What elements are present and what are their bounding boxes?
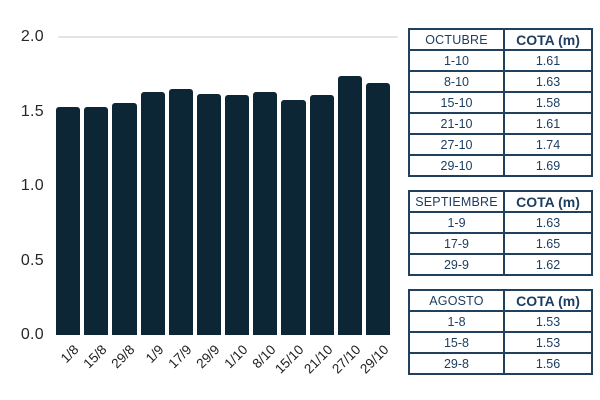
y-tick-label: 1.5 (20, 102, 44, 120)
date-cell: 1-8 (408, 310, 505, 333)
plot-area (56, 36, 398, 335)
date-cell: 15-8 (408, 331, 505, 354)
date-cell: 29-8 (408, 352, 505, 375)
cota-header: COTA (m) (503, 190, 593, 213)
table-row: 8-10 1.63 (408, 70, 593, 93)
cota-value-cell: 1.53 (503, 310, 593, 333)
date-cell: 29-9 (408, 253, 505, 276)
y-tick-label: 2.0 (20, 28, 44, 45)
cota-bar-chart: 0.0 0.5 1.0 1.5 2.0 1/8 15/8 29/8 1/9 17/9 29/9 1/… (0, 28, 398, 400)
bar-1-10 (225, 95, 250, 335)
bar-29-9 (196, 93, 222, 335)
cota-value-cell: 1.61 (503, 112, 593, 135)
y-axis: 0.0 0.5 1.0 1.5 2.0 (0, 28, 46, 343)
bar-21-10 (309, 95, 334, 335)
month-header: AGOSTO (408, 289, 505, 312)
month-header: OCTUBRE (408, 28, 505, 51)
cota-value-cell: 1.63 (503, 70, 593, 93)
table-row: 1-9 1.63 (408, 211, 593, 234)
cota-value-cell: 1.58 (503, 91, 593, 114)
bar-17-9 (168, 89, 193, 335)
cota-value-cell: 1.65 (503, 232, 593, 255)
table-row: 21-10 1.61 (408, 112, 593, 135)
table-septiembre: SEPTIEMBRE COTA (m) 1-9 1.63 17-9 1.65 29-9 1.6… (408, 190, 593, 276)
y-tick-label: 0.5 (20, 251, 44, 269)
gridline (58, 36, 398, 38)
tables: OCTUBRE COTA (m) 1-10 1.61 8-10 1.63 15-10 1.58… (408, 28, 593, 388)
cota-value-cell: 1.56 (503, 352, 593, 375)
table-row: 15-8 1.53 (408, 331, 593, 354)
bar-27-10 (337, 75, 362, 335)
bar-1-8 (56, 107, 81, 335)
bar-15-10 (281, 99, 306, 335)
date-cell: 17-9 (408, 232, 505, 255)
table-row: 29-10 1.69 (408, 154, 593, 177)
table-row: 29-9 1.62 (408, 253, 593, 276)
table-row: 29-8 1.56 (408, 352, 593, 375)
y-tick-label: 0.0 (20, 326, 44, 343)
date-cell: 8-10 (408, 70, 505, 93)
date-cell: 27-10 (408, 133, 505, 156)
table-header-row: OCTUBRE COTA (m) (408, 28, 593, 51)
cota-header: COTA (m) (503, 28, 593, 51)
table-octubre: OCTUBRE COTA (m) 1-10 1.61 8-10 1.63 15-10 1.58… (408, 28, 593, 177)
bar-8-10 (253, 92, 278, 335)
date-cell: 15-10 (408, 91, 505, 114)
cota-value-cell: 1.74 (503, 133, 593, 156)
cota-value-cell: 1.63 (503, 211, 593, 234)
bar-1-9 (140, 92, 165, 335)
table-row: 15-10 1.58 (408, 91, 593, 114)
bar-29-8 (112, 102, 137, 335)
table-row: 27-10 1.74 (408, 133, 593, 156)
date-cell: 21-10 (408, 112, 505, 135)
table-header-row: AGOSTO COTA (m) (408, 289, 593, 312)
table-row: 1-8 1.53 (408, 310, 593, 333)
table-row: 17-9 1.65 (408, 232, 593, 255)
cota-value-cell: 1.61 (503, 49, 593, 72)
y-tick-label: 1.0 (20, 177, 44, 194)
date-cell: 1-10 (408, 49, 505, 72)
cota-value-cell: 1.53 (503, 331, 593, 354)
table-agosto: AGOSTO COTA (m) 1-8 1.53 15-8 1.53 29-8 1.56 (408, 289, 593, 375)
bar-29-10 (365, 83, 391, 335)
cota-value-cell: 1.69 (503, 154, 593, 177)
x-axis: 1/8 15/8 29/8 1/9 17/9 29/9 1/10 8/10 15/10 21/10… (56, 340, 392, 400)
date-cell: 29-10 (408, 154, 505, 177)
date-cell: 1-9 (408, 211, 505, 234)
cota-value-cell: 1.62 (503, 253, 593, 276)
table-header-row: SEPTIEMBRE COTA (m) (408, 190, 593, 213)
bar-15-8 (84, 107, 109, 335)
bars (56, 37, 391, 335)
cota-header: COTA (m) (503, 289, 593, 312)
month-header: SEPTIEMBRE (408, 190, 505, 213)
table-row: 1-10 1.61 (408, 49, 593, 72)
